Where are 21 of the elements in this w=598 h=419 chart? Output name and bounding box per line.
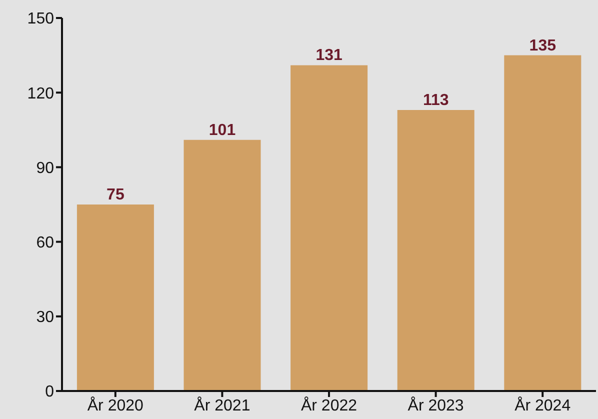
- x-tick-label: År 2024: [514, 396, 571, 414]
- y-tick-label: 30: [36, 309, 54, 326]
- bar: [290, 65, 368, 391]
- data-label: 101: [208, 122, 236, 139]
- x-tick-label: År 2022: [300, 396, 358, 414]
- x-tick-label: År 2020: [87, 396, 144, 414]
- bar: [397, 110, 474, 391]
- data-label: 113: [422, 92, 449, 110]
- y-tick-label: 60: [36, 234, 54, 252]
- y-tick-label: 90: [36, 160, 54, 177]
- y-tick-label: 120: [27, 85, 54, 102]
- x-tick-label: År 2021: [194, 396, 250, 414]
- bar: [184, 140, 261, 391]
- y-tick-label: 0: [45, 384, 54, 401]
- y-tick-label: 150: [27, 10, 54, 28]
- data-label: 135: [529, 37, 556, 54]
- data-label: 131: [316, 47, 342, 64]
- bar: [76, 204, 154, 391]
- bar: [504, 55, 582, 391]
- x-tick-label: År 2023: [408, 396, 464, 414]
- data-label: 75: [106, 186, 124, 204]
